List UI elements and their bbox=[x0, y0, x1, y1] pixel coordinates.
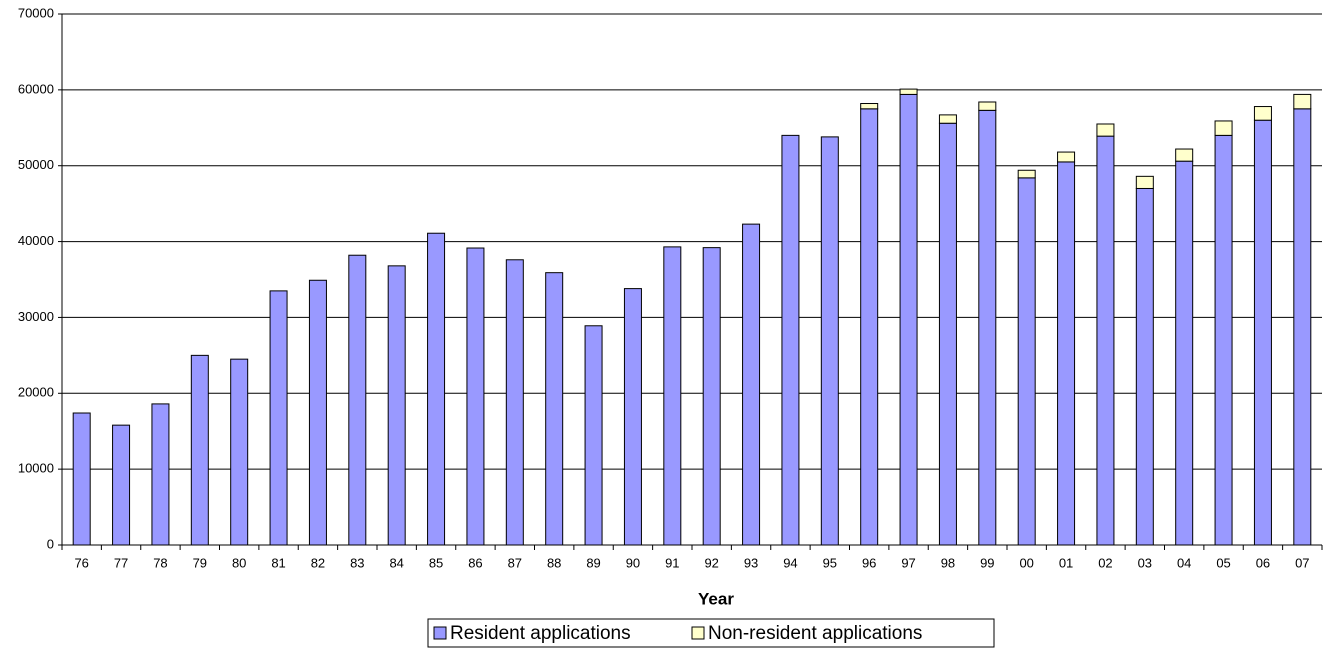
bar-segment bbox=[1293, 108, 1312, 546]
bar-segment bbox=[387, 265, 406, 546]
legend bbox=[427, 618, 995, 648]
x-tick-label: 95 bbox=[823, 555, 837, 570]
bar-segment bbox=[702, 247, 721, 546]
x-axis-title: Year bbox=[698, 589, 734, 608]
bar-segment bbox=[938, 122, 957, 546]
x-tick-label: 91 bbox=[665, 555, 679, 570]
x-tick-label: 04 bbox=[1177, 555, 1191, 570]
bar-segment bbox=[938, 114, 957, 124]
bar-segment bbox=[190, 354, 209, 546]
x-tick-label: 84 bbox=[389, 555, 403, 570]
x-tick-label: 03 bbox=[1138, 555, 1152, 570]
bar-segment bbox=[151, 403, 170, 546]
bar-segment bbox=[860, 108, 879, 546]
bar-segment bbox=[1057, 151, 1076, 163]
x-tick-label: 86 bbox=[468, 555, 482, 570]
x-tick-label: 02 bbox=[1098, 555, 1112, 570]
bar-segment bbox=[860, 103, 879, 110]
bar-segment bbox=[269, 290, 288, 546]
x-tick-label: 87 bbox=[508, 555, 522, 570]
bar-segment bbox=[1253, 106, 1272, 121]
bar-segment bbox=[1017, 169, 1036, 179]
bar-segment bbox=[978, 109, 997, 546]
x-tick-label: 05 bbox=[1216, 555, 1230, 570]
legend-swatch bbox=[691, 626, 705, 640]
x-tick-label: 78 bbox=[153, 555, 167, 570]
bar-segment bbox=[72, 412, 91, 546]
x-tick-label: 89 bbox=[586, 555, 600, 570]
bar-segment bbox=[1175, 148, 1194, 162]
bar-segment bbox=[545, 272, 564, 546]
x-tick-label: 94 bbox=[783, 555, 797, 570]
y-tick-label: 30000 bbox=[18, 309, 54, 324]
bar-segment bbox=[112, 424, 131, 546]
y-tick-label: 50000 bbox=[18, 157, 54, 172]
bar-segment bbox=[308, 279, 327, 546]
bar-segment bbox=[820, 136, 839, 546]
bar-segment bbox=[505, 259, 524, 546]
bar-segment bbox=[1214, 134, 1233, 546]
x-tick-label: 97 bbox=[901, 555, 915, 570]
x-tick-label: 00 bbox=[1019, 555, 1033, 570]
x-tick-label: 77 bbox=[114, 555, 128, 570]
bar-segment bbox=[781, 134, 800, 546]
x-tick-label: 98 bbox=[941, 555, 955, 570]
x-tick-label: 96 bbox=[862, 555, 876, 570]
x-tick-label: 06 bbox=[1256, 555, 1270, 570]
bar-segment bbox=[1293, 93, 1312, 110]
y-tick-label: 0 bbox=[47, 536, 54, 551]
y-tick-label: 60000 bbox=[18, 81, 54, 96]
x-tick-label: 85 bbox=[429, 555, 443, 570]
y-tick-label: 40000 bbox=[18, 233, 54, 248]
bar-segment bbox=[623, 288, 642, 546]
x-tick-label: 81 bbox=[271, 555, 285, 570]
x-tick-label: 93 bbox=[744, 555, 758, 570]
bar-segment bbox=[427, 232, 446, 546]
bar-segment bbox=[978, 101, 997, 111]
bar-segment bbox=[663, 246, 682, 546]
x-tick-label: 88 bbox=[547, 555, 561, 570]
bar-segment bbox=[584, 325, 603, 546]
x-tick-label: 07 bbox=[1295, 555, 1309, 570]
legend-label: Non-resident applications bbox=[708, 623, 922, 644]
bar-segment bbox=[1214, 120, 1233, 136]
x-tick-label: 76 bbox=[74, 555, 88, 570]
bar-segment bbox=[466, 247, 485, 546]
bar-segment bbox=[1096, 123, 1115, 137]
bar-segment bbox=[899, 88, 918, 95]
legend-label: Resident applications bbox=[450, 623, 631, 644]
bar-segment bbox=[742, 223, 761, 546]
bar-segment bbox=[348, 254, 367, 546]
x-tick-label: 79 bbox=[193, 555, 207, 570]
x-tick-label: 92 bbox=[704, 555, 718, 570]
bar-segment bbox=[1135, 175, 1154, 189]
legend-swatch bbox=[433, 626, 447, 640]
y-tick-label: 70000 bbox=[18, 5, 54, 20]
bar-segment bbox=[899, 93, 918, 546]
x-tick-label: 01 bbox=[1059, 555, 1073, 570]
x-tick-label: 99 bbox=[980, 555, 994, 570]
bar-segment bbox=[1175, 160, 1194, 546]
x-tick-label: 80 bbox=[232, 555, 246, 570]
bar-segment bbox=[1057, 161, 1076, 546]
bar-segment bbox=[1017, 177, 1036, 546]
y-tick-label: 10000 bbox=[18, 461, 54, 476]
bar-segment bbox=[230, 358, 249, 546]
x-tick-label: 83 bbox=[350, 555, 364, 570]
bar-segment bbox=[1253, 119, 1272, 546]
x-tick-label: 90 bbox=[626, 555, 640, 570]
bar-segment bbox=[1096, 135, 1115, 546]
bar-segment bbox=[1135, 187, 1154, 546]
x-tick-label: 82 bbox=[311, 555, 325, 570]
y-tick-label: 20000 bbox=[18, 385, 54, 400]
